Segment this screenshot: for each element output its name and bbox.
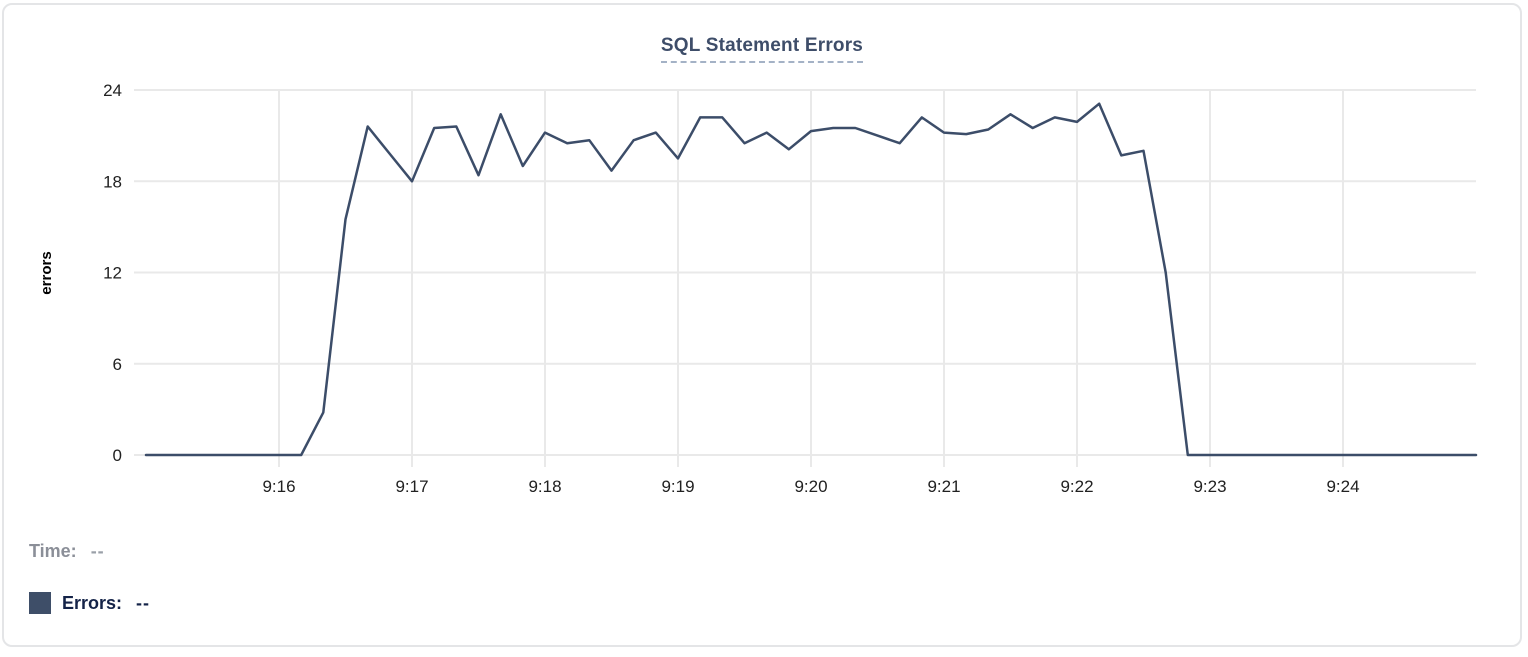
x-axis-tick-label: 9:22 — [1060, 477, 1093, 496]
y-axis-tick-label: 0 — [113, 446, 122, 465]
tooltip-time-value: -- — [90, 540, 105, 561]
x-axis-tick-label: 9:24 — [1326, 477, 1359, 496]
x-axis-tick-label: 9:16 — [262, 477, 295, 496]
x-axis-tick-label: 9:21 — [927, 477, 960, 496]
tooltip-errors-row: Errors: -- — [29, 591, 150, 615]
x-axis-tick-label: 9:18 — [528, 477, 561, 496]
chart-card: SQL Statement Errors 9:16 9:17 9:18 9:19 9:2… — [2, 3, 1522, 647]
y-axis-tick-label: 6 — [113, 355, 122, 374]
plot-area[interactable] — [134, 90, 1476, 455]
chart-tooltip-readout: Time: -- Errors: -- — [29, 539, 150, 615]
x-axis-tick-label: 9:23 — [1193, 477, 1226, 496]
tooltip-errors-label: Errors: — [62, 592, 123, 613]
chart-header: SQL Statement Errors — [4, 35, 1520, 63]
x-axis-tick-label: 9:20 — [794, 477, 827, 496]
tooltip-time-label: Time: — [29, 540, 77, 561]
errors-line-series[interactable] — [144, 102, 1478, 457]
x-axis-tick-label: 9:17 — [395, 477, 428, 496]
y-axis-tick-label: 18 — [103, 172, 122, 191]
y-axis-tick-label: 12 — [103, 264, 122, 283]
errors-series-swatch — [29, 592, 51, 614]
y-axis-tick-label: 24 — [103, 81, 122, 100]
x-axis-tick-label: 9:19 — [661, 477, 694, 496]
tooltip-time-row: Time: -- — [29, 539, 150, 563]
errors-line-chart[interactable]: 9:16 9:17 9:18 9:19 9:20 9:21 9:22 9:23 9:24 0 6 12… — [4, 5, 1528, 657]
tooltip-errors-value: -- — [136, 592, 151, 613]
y-axis-title: errors — [38, 251, 55, 294]
chart-title[interactable]: SQL Statement Errors — [660, 35, 864, 63]
